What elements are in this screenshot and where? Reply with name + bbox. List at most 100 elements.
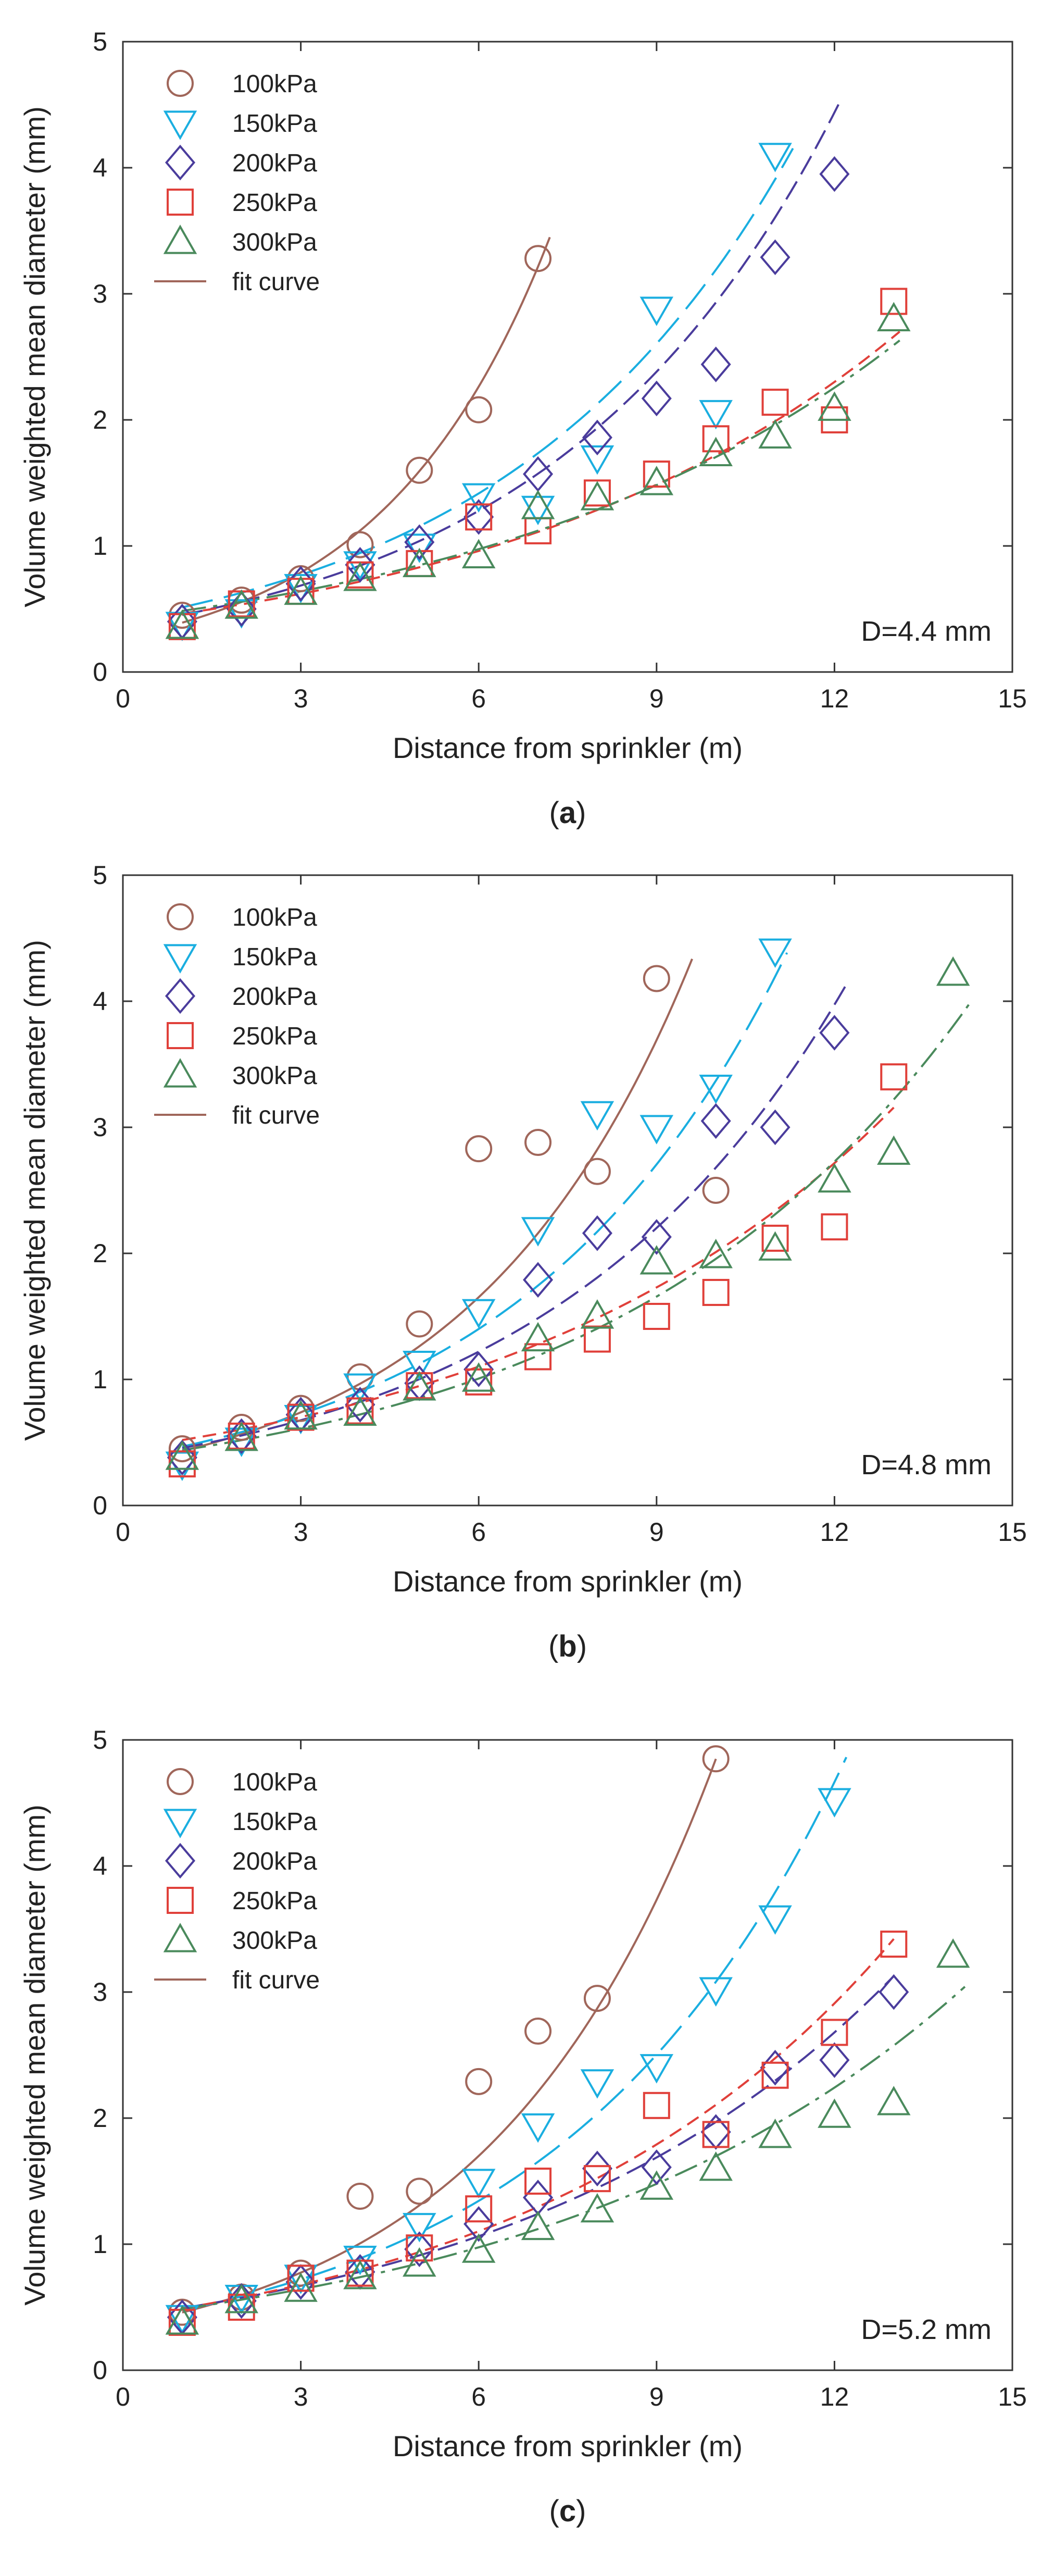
fit-curve-250kPa [182,1938,895,2310]
data-point [285,2264,316,2300]
data-point [583,479,611,507]
data-point [639,2054,674,2084]
x-tick-label: 15 [998,1517,1027,1547]
legend: 100kPa 150kPa 200kPa 250kPa 300kPa fit curve [154,1768,320,1994]
data-point [643,2092,670,2119]
data-point [465,2195,493,2223]
data-point [580,445,614,475]
data-point [877,1135,911,1165]
data-point [343,1373,377,1403]
legend-marker [167,70,194,97]
data-point [521,2210,555,2241]
fit-curves [182,100,900,624]
data-point [758,938,792,968]
y-tick-label: 1 [93,2230,107,2259]
data-point [287,1403,315,1431]
data-point [877,2086,911,2115]
legend-fit-label: fit curve [232,1102,320,1129]
data-point [580,481,614,511]
data-point [284,575,318,605]
data-point [702,1745,730,1773]
legend-marker [163,225,197,254]
data-point [521,490,555,519]
y-axis-title: Volume weighted mean diameter (mm) [18,106,51,607]
legend-marker [165,1843,196,1879]
series-250kPa [168,1931,908,2336]
data-point [760,239,791,276]
data-point [346,2183,374,2210]
data-point [465,396,493,424]
legend: 100kPa 150kPa 200kPa 250kPa 300kPa fit curve [154,70,320,296]
plot-frame [122,874,1013,1507]
data-point [463,1351,494,1387]
data-point [760,1109,791,1146]
legend-label: 200kPa [232,1848,317,1875]
panel-label-close: ) [577,1629,587,1663]
data-point [521,1322,555,1352]
panel-label-letter: c [559,2494,576,2528]
x-tick-label: 6 [471,1517,486,1547]
data-point [700,1103,731,1139]
data-point [403,547,436,577]
data-point [403,1371,436,1401]
data-point [465,2068,493,2095]
data-point [521,2113,555,2143]
legend-marker [167,903,194,930]
data-point [818,2098,851,2128]
data-point [580,1299,614,1329]
data-point [818,391,851,421]
data-point [702,1279,730,1306]
fit-curve-200kPa [182,100,842,616]
series-100kPa [168,245,552,629]
panel-label-letter: b [558,1629,576,1663]
data-point [821,1213,848,1241]
y-tick-label: 1 [93,1365,107,1394]
data-point [702,1177,730,1204]
legend-label: 300kPa [232,1927,317,1955]
legend-label: 150kPa [232,1808,317,1836]
y-tick-label: 0 [93,2356,107,2385]
panel-label: (c) [549,2494,586,2528]
y-tick-label: 5 [93,1725,107,1754]
data-point [524,1129,552,1156]
data-point [700,346,731,382]
panel-label-close: ) [576,796,586,830]
x-tick-label: 9 [649,2382,664,2411]
data-point [224,2284,258,2313]
x-tick-label: 15 [998,2382,1027,2411]
data-point [343,1396,377,1426]
y-tick-label: 5 [93,27,107,56]
data-point [583,1985,611,2012]
y-tick-label: 4 [93,153,107,182]
data-point [404,2231,435,2267]
data-point [700,2114,731,2150]
legend-marker [167,1887,194,1914]
legend-label: 300kPa [232,1062,317,1090]
data-point [580,2193,614,2223]
data-point [343,2260,377,2289]
data-point [343,562,377,591]
legend-marker [163,1809,197,1838]
data-point [819,2042,850,2078]
legend-label: 150kPa [232,943,317,971]
data-point [284,2272,318,2302]
data-point [224,589,258,619]
x-tick-label: 12 [820,1517,849,1547]
data-point [699,1977,733,2007]
diameter-annotation: D=4.8 mm [861,1449,992,1480]
y-axis-title: Volume weighted mean diameter (mm) [18,1805,51,2306]
data-point [699,2151,733,2181]
x-tick-label: 15 [998,684,1027,713]
series-200kPa [167,1974,909,2335]
panel-label-close: ) [576,2494,586,2528]
data-point [758,419,792,449]
data-point [524,1343,552,1371]
panel-label-letter: a [559,796,576,830]
data-point [461,2169,496,2198]
data-point [463,2206,494,2242]
data-point [461,1362,496,1392]
data-point [818,1163,851,1193]
legend-fit-label: fit curve [232,1967,320,1994]
data-point [168,1435,196,1463]
data-point [523,1262,554,1298]
